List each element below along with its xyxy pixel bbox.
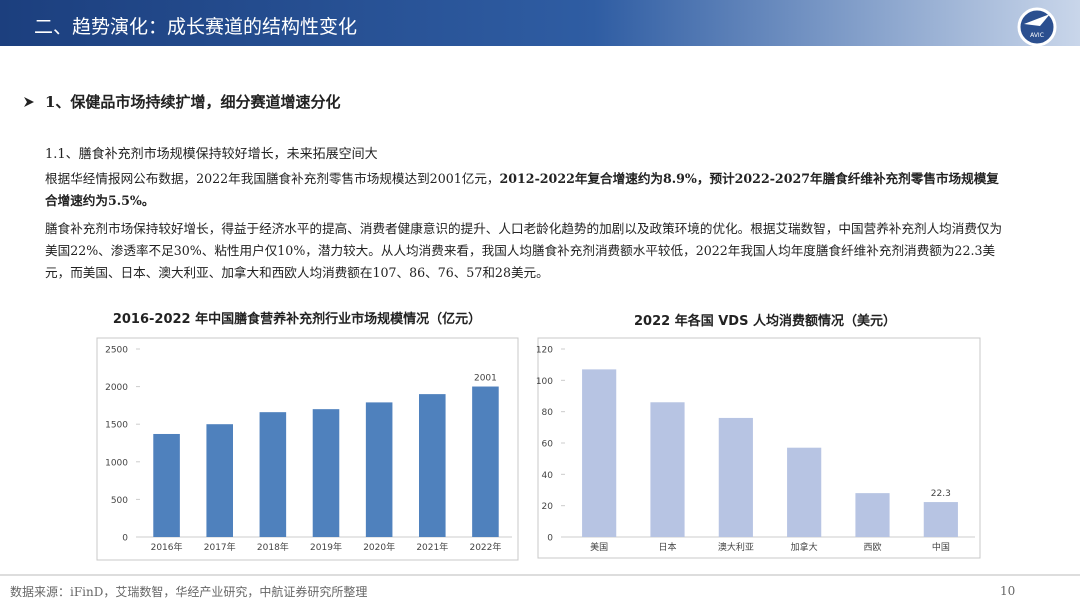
y-tick-label: 80	[542, 408, 554, 418]
y-tick-label: 2500	[105, 346, 128, 356]
x-tick-label: 2022年	[469, 541, 501, 553]
bar	[419, 394, 446, 537]
x-tick-label: 澳大利亚	[718, 541, 754, 553]
page-number: 10	[1000, 584, 1016, 598]
bar	[472, 386, 499, 537]
bar	[787, 447, 822, 537]
y-tick-label: 120	[536, 346, 553, 356]
bar	[259, 412, 287, 537]
y-tick-label: 40	[542, 471, 554, 481]
section-heading: 1、保健品市场持续扩增，细分赛道增速分化	[45, 93, 341, 111]
x-tick-label: 2019年	[310, 541, 342, 553]
y-tick-label: 500	[111, 496, 128, 506]
y-tick-label: 20	[542, 502, 554, 512]
y-tick-label: 0	[547, 534, 553, 544]
paragraph: 根据华经情报网公布数据，2022年我国膳食补充剂零售市场规模达到2001亿元，2…	[45, 168, 1010, 212]
x-tick-label: 2021年	[416, 541, 448, 553]
y-tick-label: 100	[536, 377, 553, 387]
y-tick-label: 60	[542, 440, 554, 450]
bar	[206, 424, 233, 537]
x-tick-label: 日本	[658, 541, 676, 553]
x-tick-label: 西欧	[863, 541, 881, 553]
bar	[855, 493, 890, 537]
paragraph: 膳食补充剂市场保持较好增长，得益于经济水平的提高、消费者健康意识的提升、人口老龄…	[45, 221, 1003, 280]
x-tick-label: 2020年	[363, 541, 395, 553]
x-tick-label: 2017年	[204, 541, 236, 553]
paragraph-text: 根据华经情报网公布数据，2022年我国膳食补充剂零售市场规模达到2001亿元，	[45, 171, 500, 186]
header-title: 二、趋势演化：成长赛道的结构性变化	[34, 16, 358, 38]
y-tick-label: 2000	[105, 383, 128, 393]
logo-plane	[1024, 14, 1050, 26]
y-tick-label: 1500	[105, 421, 128, 431]
bar	[153, 433, 180, 537]
data-label: 2001	[474, 374, 497, 384]
chart-frame	[537, 337, 981, 559]
bar	[312, 409, 340, 537]
bar	[718, 417, 753, 537]
chart-title: 2016-2022 年中国膳食营养补充剂行业市场规模情况（亿元）	[113, 311, 481, 327]
x-tick-label: 中国	[932, 541, 950, 553]
footer-source: 数据来源：iFinD，艾瑞数智，华经产业研究，中航证券研究所整理	[10, 585, 368, 599]
chart-frame	[96, 337, 519, 561]
y-tick-label: 1000	[105, 458, 128, 468]
bar	[582, 369, 617, 537]
header-bar: 二、趋势演化：成长赛道的结构性变化	[0, 0, 1080, 46]
logo: AVIC	[1017, 7, 1057, 47]
logo-text: AVIC	[1030, 32, 1044, 39]
paragraph-emphasis: 2012-2022年复合增速约为8.9%，预计2022-2027年膳食纤维补充剂…	[45, 171, 999, 208]
bar	[923, 502, 958, 537]
x-tick-label: 美国	[590, 541, 608, 553]
section-subheading: 1.1、膳食补充剂市场规模保持较好增长，未来拓展空间大	[45, 147, 378, 162]
bar	[650, 402, 685, 537]
x-tick-label: 2016年	[151, 541, 183, 553]
data-label: 22.3	[931, 489, 951, 499]
bullet-arrow	[24, 97, 34, 107]
chart-title: 2022 年各国 VDS 人均消费额情况（美元）	[634, 313, 896, 329]
x-tick-label: 2018年	[257, 541, 289, 553]
x-tick-label: 加拿大	[791, 541, 818, 553]
y-tick-label: 0	[122, 534, 128, 544]
bar	[365, 402, 393, 537]
